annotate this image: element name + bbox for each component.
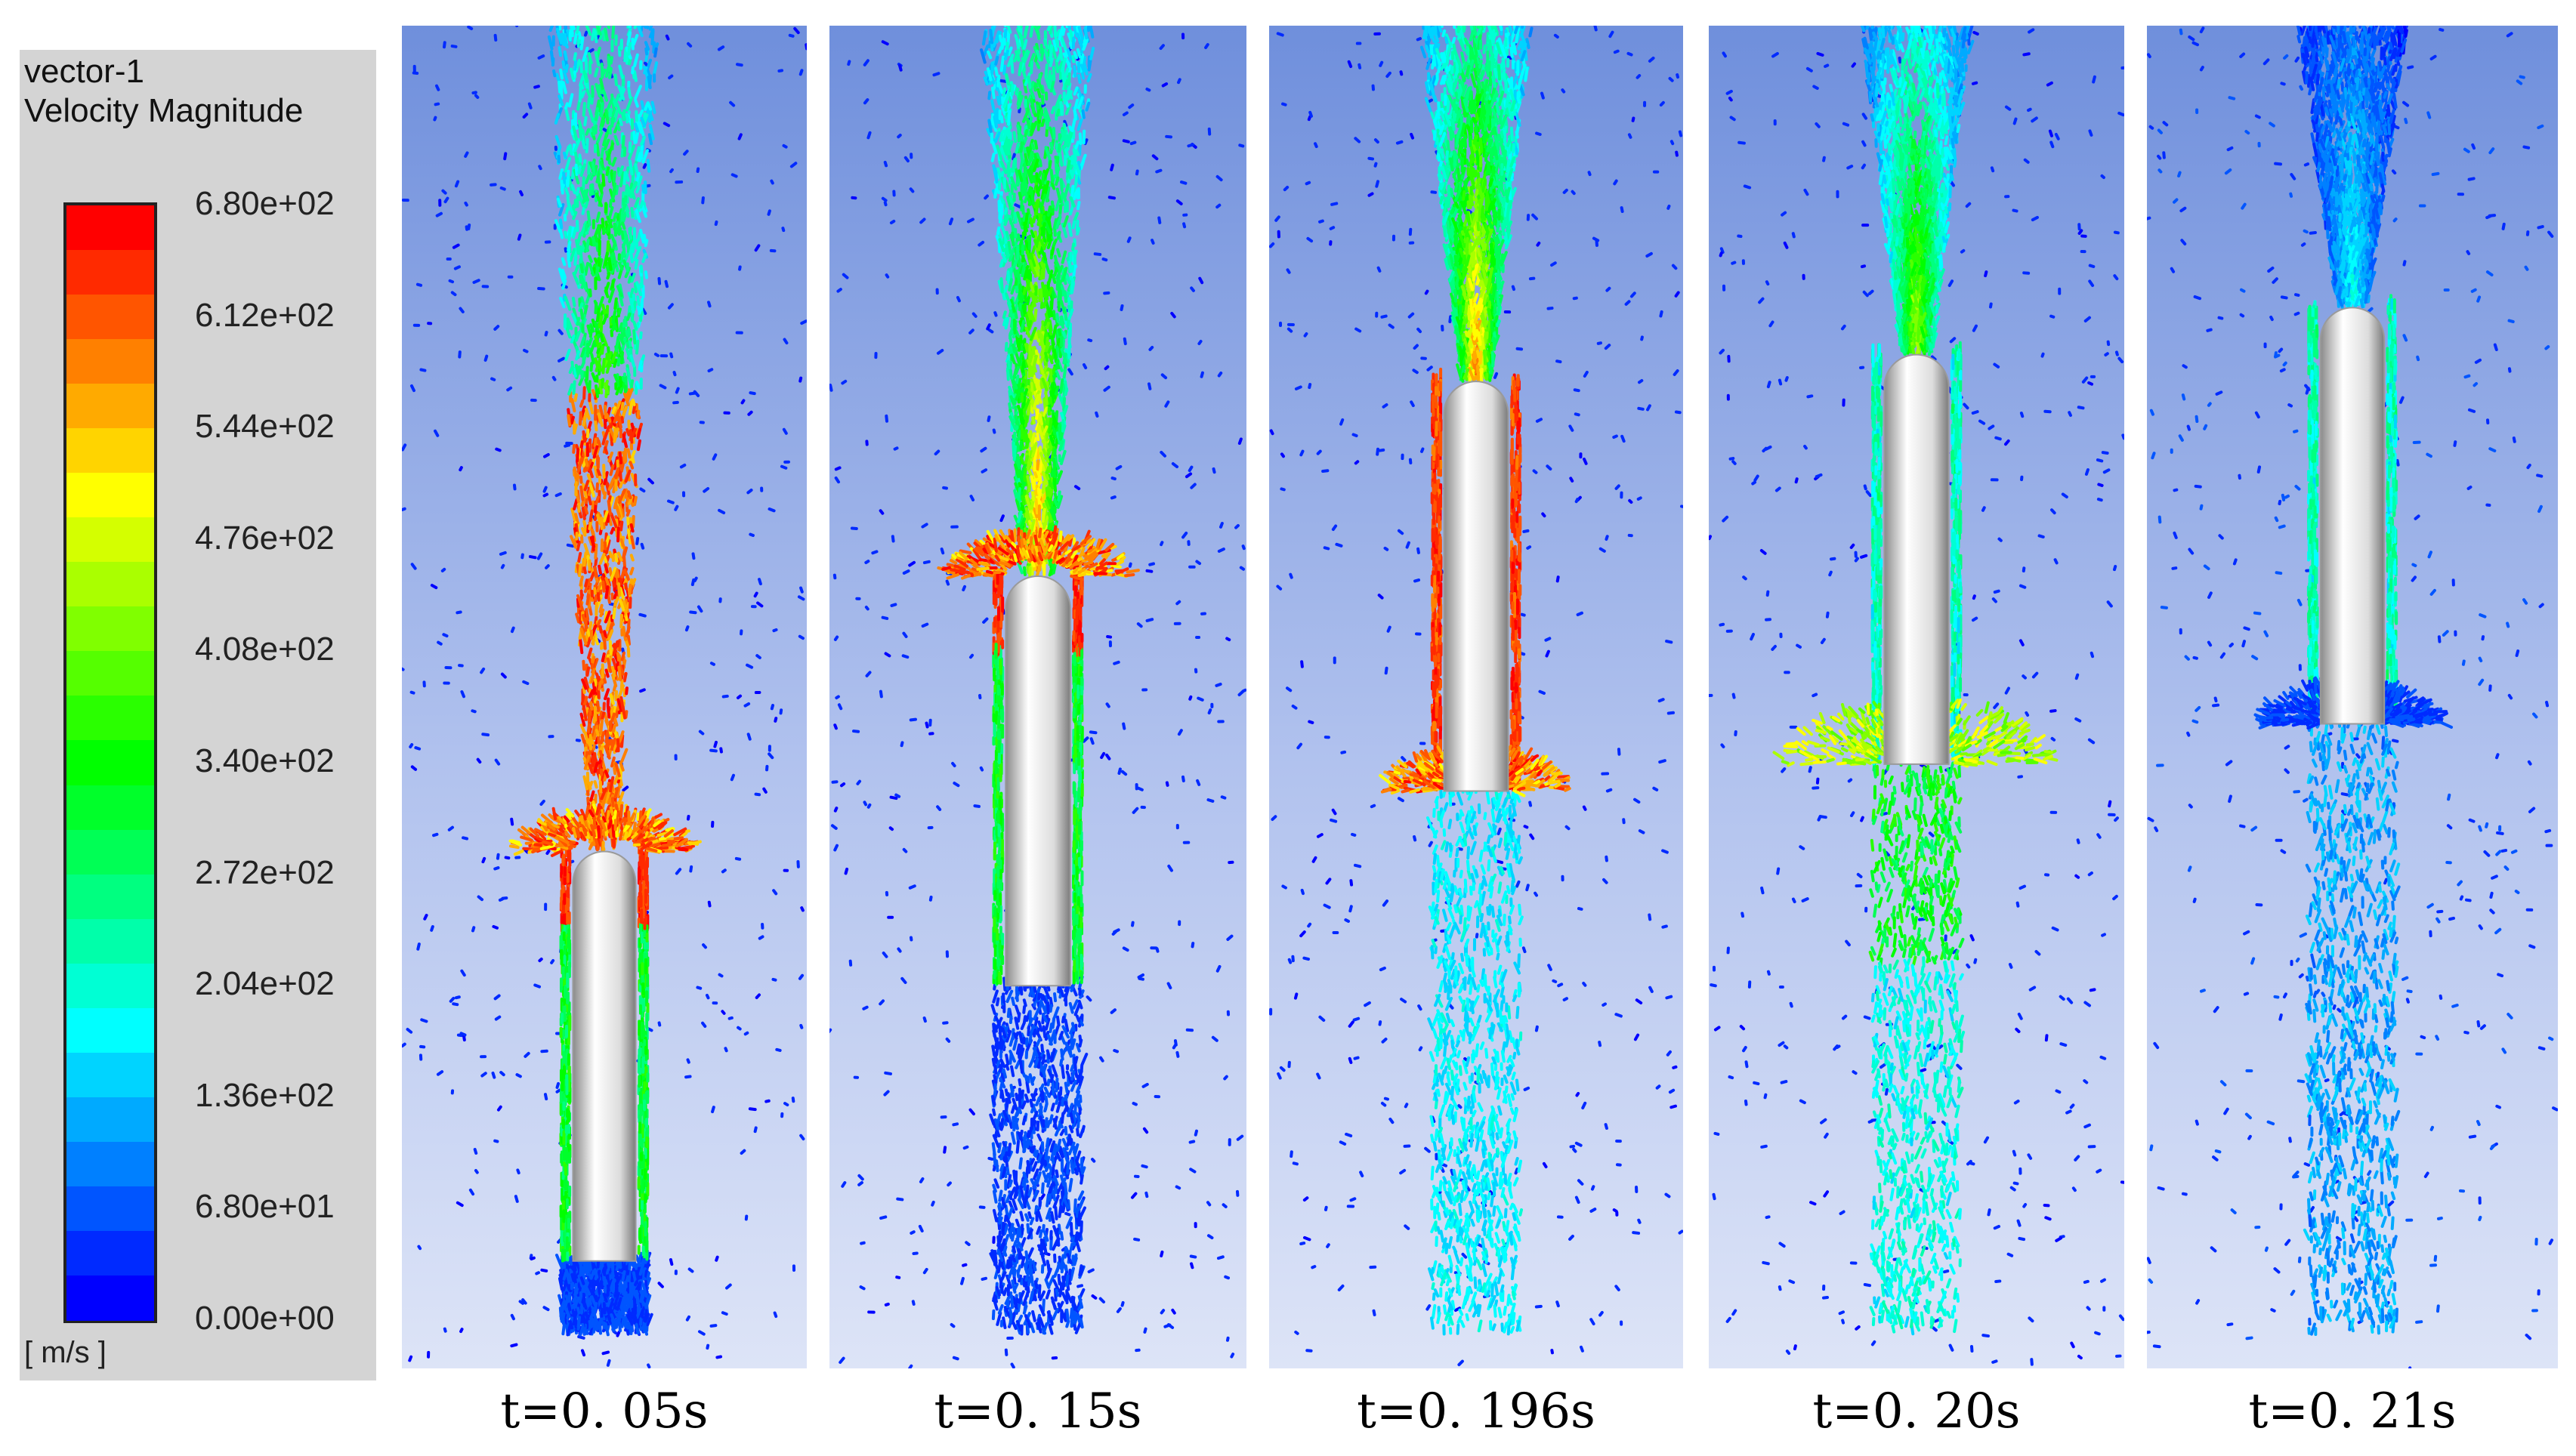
legend-color-step <box>66 250 154 296</box>
color-legend: vector-1 Velocity Magnitude 6.80e+02 6.1… <box>20 50 376 1380</box>
legend-tick-label: 6.80e+02 <box>195 187 335 221</box>
legend-color-bar <box>63 202 157 1323</box>
velocity-vectors <box>2147 26 2558 1368</box>
legend-color-step <box>66 696 154 742</box>
legend-tick-label: 6.80e+01 <box>195 1190 335 1223</box>
time-label-3: t=0. 196s <box>1269 1384 1683 1451</box>
velocity-panel-3 <box>1269 26 1683 1368</box>
velocity-panel-5 <box>2147 26 2558 1368</box>
legend-color-step <box>66 1230 154 1276</box>
legend-color-step <box>66 1186 154 1232</box>
projectile-cylinder <box>1883 353 1950 765</box>
legend-color-step <box>66 651 154 697</box>
legend-color-step <box>66 1052 154 1098</box>
legend-color-step <box>66 517 154 563</box>
velocity-vectors <box>402 26 807 1368</box>
legend-tick-label: 4.08e+02 <box>195 633 335 666</box>
legend-color-step <box>66 428 154 474</box>
panel-3-field <box>1269 26 1683 1368</box>
projectile-cylinder <box>572 850 637 1262</box>
legend-color-step <box>66 1097 154 1143</box>
legend-unit: [ m/s ] <box>24 1336 107 1370</box>
panel-4-field <box>1709 26 2124 1368</box>
time-label-5: t=0. 21s <box>2147 1384 2558 1451</box>
legend-color-step <box>66 829 154 875</box>
legend-color-step <box>66 384 154 430</box>
legend-color-step <box>66 963 154 1009</box>
legend-tick-label: 4.76e+02 <box>195 521 335 555</box>
legend-tick-label: 2.04e+02 <box>195 967 335 1001</box>
velocity-panel-4 <box>1709 26 2124 1368</box>
legend-tick-label: 5.44e+02 <box>195 410 335 443</box>
legend-color-step <box>66 1275 154 1321</box>
time-label-2: t=0. 15s <box>829 1384 1246 1451</box>
panel-2-field <box>829 26 1246 1368</box>
legend-tick-label: 6.12e+02 <box>195 298 335 332</box>
legend-color-step <box>66 874 154 920</box>
legend-color-step <box>66 295 154 341</box>
legend-color-step <box>66 1141 154 1187</box>
velocity-panel-2 <box>829 26 1246 1368</box>
legend-color-step <box>66 785 154 831</box>
legend-variable: Velocity Magnitude <box>24 92 303 130</box>
legend-tick-label: 0.00e+00 <box>195 1302 335 1335</box>
legend-color-step <box>66 1007 154 1053</box>
legend-tick-label: 3.40e+02 <box>195 745 335 778</box>
legend-color-step <box>66 205 154 251</box>
projectile-cylinder <box>1443 381 1509 792</box>
velocity-vectors <box>1269 26 1683 1367</box>
legend-tick-label: 1.36e+02 <box>195 1078 335 1112</box>
projectile-cylinder <box>1005 575 1071 987</box>
projectile-cylinder <box>2319 307 2386 725</box>
time-label-4: t=0. 20s <box>1709 1384 2124 1451</box>
velocity-panel-1 <box>402 26 807 1368</box>
panel-5-field <box>2147 26 2558 1368</box>
legend-name: vector-1 <box>24 53 144 91</box>
legend-color-step <box>66 918 154 964</box>
panel-1-field <box>402 26 807 1368</box>
legend-color-step <box>66 473 154 519</box>
legend-tick-label: 2.72e+02 <box>195 856 335 890</box>
velocity-vectors <box>829 26 1246 1368</box>
legend-color-step <box>66 562 154 608</box>
time-label-1: t=0. 05s <box>402 1384 807 1451</box>
legend-color-step <box>66 339 154 385</box>
legend-color-step <box>66 740 154 786</box>
velocity-vectors <box>1709 26 2124 1366</box>
legend-color-step <box>66 606 154 652</box>
